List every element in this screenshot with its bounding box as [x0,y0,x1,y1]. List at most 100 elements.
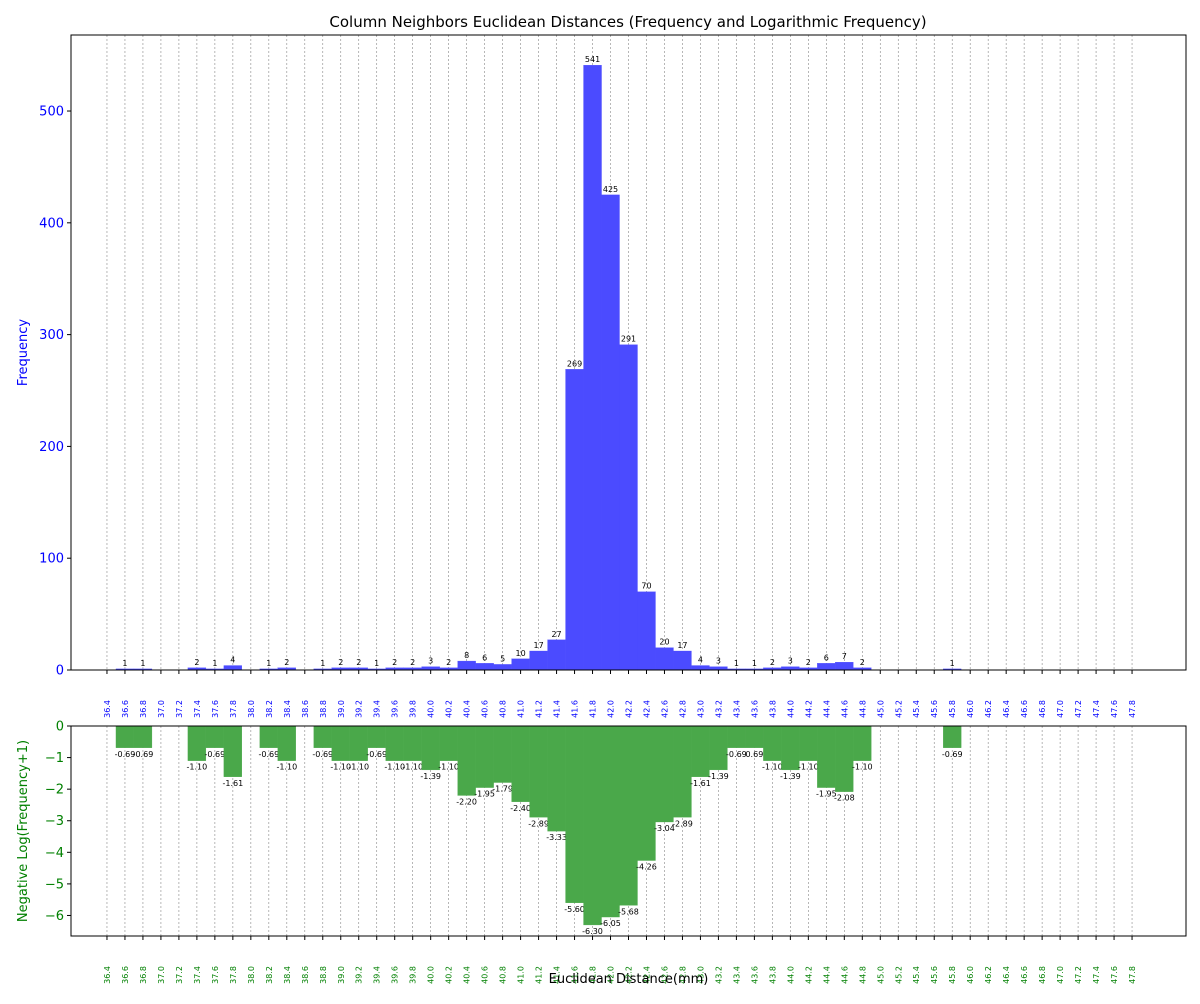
x-tick-label: 47.8 [1128,966,1137,984]
bar-value-label: -0.69 [258,750,279,759]
bar [691,665,710,671]
bar-value-label: -1.10 [348,763,369,772]
bar-value-label: -1.10 [276,763,297,772]
x-tick-label: 41.6 [571,966,580,984]
bar-value-label: 2 [356,658,361,667]
bar-value-label: 17 [677,641,687,650]
x-tick-label: 44.8 [858,700,867,718]
x-tick-label: 38.6 [301,700,310,718]
bar-value-label: -4.26 [636,863,657,872]
bar-value-label: 2 [860,658,865,667]
x-tick-label: 43.6 [750,700,759,718]
x-tick-label: 44.6 [840,966,849,984]
bar-value-label: -0.69 [366,750,387,759]
bar-value-label: 1 [140,659,145,668]
bar [601,725,620,918]
bar-value-label: 1 [320,659,325,668]
y-tick-label: 400 [39,216,64,231]
bar [853,725,872,761]
bar-value-label: -1.10 [798,763,819,772]
bar-value-label: 269 [567,359,582,368]
bar-value-label: 2 [446,658,451,667]
bar-value-label: -1.61 [223,779,244,788]
bar-value-label: -0.69 [115,750,136,759]
x-tick-label: 38.8 [319,700,328,718]
x-tick-label: 45.2 [894,700,903,718]
bar [673,650,692,671]
bar [835,662,854,671]
bar [475,725,494,788]
bar-value-label: -0.69 [942,750,963,759]
bar [637,725,656,861]
x-tick-label: 41.4 [553,700,562,718]
bar-value-label: 3 [788,657,793,666]
x-tick-label: 43.6 [750,966,759,984]
bar-value-label: 17 [533,641,543,650]
bar [943,725,962,748]
x-tick-label: 46.4 [1002,700,1011,718]
bar [493,664,512,671]
bar [727,725,746,748]
x-tick-label: 37.0 [157,700,166,718]
x-tick-label: 38.4 [283,966,292,984]
x-tick-label: 44.2 [804,700,813,718]
x-tick-label: 38.0 [247,700,256,718]
bar-value-label: -6.30 [582,927,603,936]
bar [277,725,296,761]
bar-value-label: -5.68 [618,907,639,916]
bar-value-label: 3 [428,657,433,666]
x-tick-label: 40.8 [499,700,508,718]
bar [565,369,584,671]
x-tick-label: 41.2 [535,700,544,718]
x-tick-label: 38.4 [283,700,292,718]
bar-value-label: 20 [659,638,669,647]
bar [529,650,548,671]
x-tick-label: 45.8 [948,966,957,984]
x-tick-label: 46.6 [1020,700,1029,718]
bar-value-label: 2 [770,658,775,667]
x-tick-label: 45.4 [912,966,921,984]
bar-value-label: 27 [551,630,561,639]
x-tick-label: 46.0 [966,700,975,718]
bar-value-label: -0.69 [726,750,747,759]
x-tick-label: 43.4 [732,700,741,718]
x-tick-label: 41.6 [571,700,580,718]
bar [673,725,692,818]
bar-value-label: 2 [806,658,811,667]
x-tick-label: 44.0 [786,966,795,984]
bar-value-label: -1.39 [420,772,441,781]
x-tick-label: 38.2 [265,700,274,718]
bar [547,639,566,671]
x-tick-label: 44.2 [804,966,813,984]
x-tick-label: 37.2 [175,966,184,984]
x-tick-label: 39.4 [373,700,382,718]
x-tick-label: 42.6 [660,966,669,984]
x-tick-label: 37.8 [229,700,238,718]
bar [619,344,638,671]
bar-value-label: -1.39 [780,772,801,781]
bar-value-label: -2.89 [672,819,693,828]
x-tick-label: 47.8 [1128,700,1137,718]
bar [511,658,530,671]
x-tick-label: 46.8 [1038,966,1047,984]
bar-value-label: 1 [734,659,739,668]
y-tick-label: 100 [39,552,64,567]
x-tick-label: 45.6 [930,966,939,984]
x-tick-label: 38.8 [319,966,328,984]
x-tick-label: 39.2 [355,966,364,984]
x-tick-label: 36.4 [103,966,112,984]
bar-value-label: -5.60 [564,905,585,914]
x-tick-label: 39.8 [409,700,418,718]
bar [655,647,674,671]
x-tick-label: 47.2 [1074,700,1083,718]
bar-value-label: -0.69 [312,750,333,759]
x-tick-label: 40.4 [463,700,472,718]
bar [439,725,458,761]
bar-value-label: 1 [374,659,379,668]
x-tick-label: 41.0 [517,966,526,984]
x-tick-label: 39.4 [373,966,382,984]
x-tick-label: 41.4 [553,966,562,984]
x-tick-label: 36.8 [139,700,148,718]
